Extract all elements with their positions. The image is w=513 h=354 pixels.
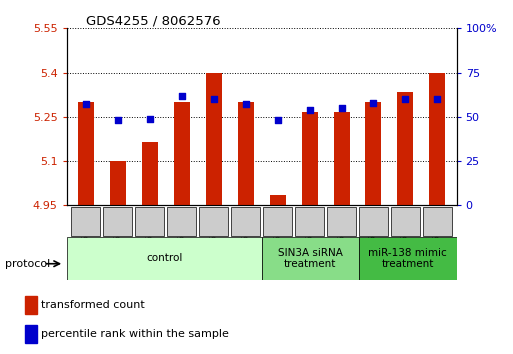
Bar [142,142,158,205]
Bar [429,73,445,205]
Point [401,96,409,102]
Bar [365,102,382,205]
Bar [262,237,359,280]
Bar [327,207,356,236]
Bar [423,207,452,236]
Bar [295,207,324,236]
Bar [200,207,228,236]
Bar [104,207,132,236]
Point [82,102,90,107]
Bar [135,207,164,236]
Bar [359,207,388,236]
Bar [398,92,413,205]
Bar [25,325,37,343]
Point [433,96,442,102]
Point [146,116,154,121]
Text: SIN3A siRNA
treatment: SIN3A siRNA treatment [278,247,343,269]
Bar [231,207,260,236]
Bar [71,207,100,236]
Point [114,118,122,123]
Bar [174,102,190,205]
Text: GDS4255 / 8062576: GDS4255 / 8062576 [86,14,221,27]
Bar [359,237,457,280]
Point [338,105,346,111]
Bar [270,195,286,205]
Bar [263,207,292,236]
Point [242,102,250,107]
Bar [238,102,253,205]
Bar [67,237,262,280]
Text: control: control [146,253,182,263]
Point [210,96,218,102]
Point [273,118,282,123]
Bar [333,113,349,205]
Bar [302,113,318,205]
Point [177,93,186,98]
Text: transformed count: transformed count [41,299,145,310]
Point [305,107,313,113]
Text: miR-138 mimic
treatment: miR-138 mimic treatment [368,247,447,269]
Text: percentile rank within the sample: percentile rank within the sample [41,329,229,339]
Bar [167,207,196,236]
Text: protocol: protocol [5,259,50,269]
Point [369,100,378,105]
Bar [391,207,420,236]
Bar [110,161,126,205]
Bar [78,102,94,205]
Bar [25,296,37,314]
Bar [206,73,222,205]
